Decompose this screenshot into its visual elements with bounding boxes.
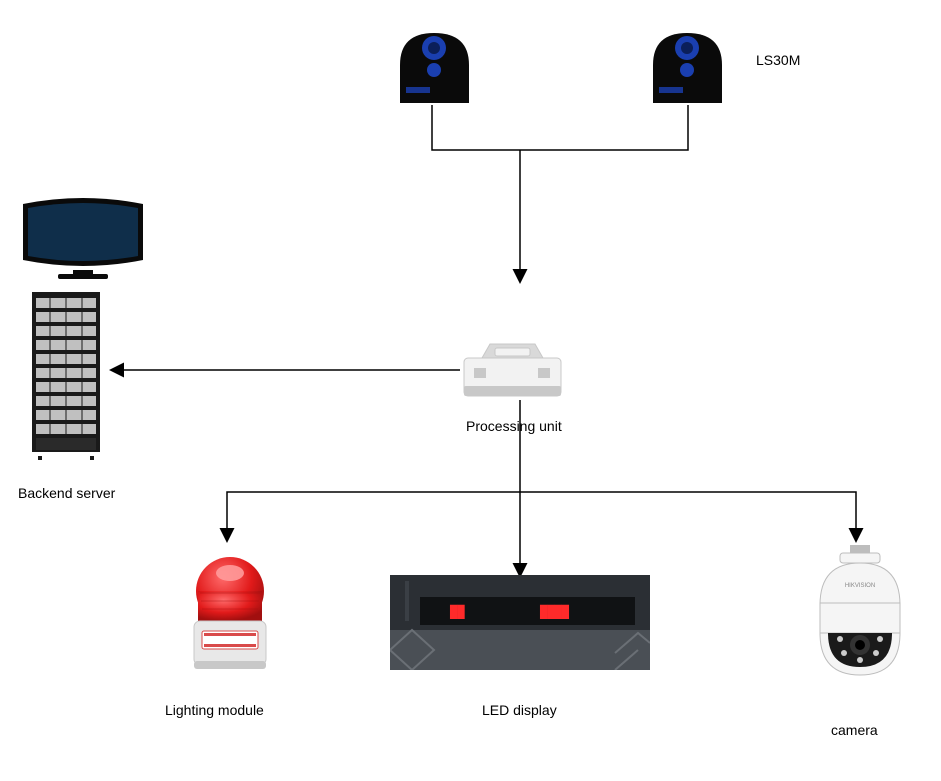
led-display-label: LED display [482, 702, 557, 718]
processing-unit-icon [460, 340, 565, 400]
lighting-module-label: Lighting module [165, 702, 264, 718]
backend-server-label: Backend server [18, 485, 115, 501]
ls30m-sensor-right [645, 25, 730, 105]
svg-text:████: ████ [539, 604, 570, 619]
monitor-icon [18, 192, 148, 282]
camera-label: camera [831, 722, 878, 738]
svg-text:██: ██ [449, 604, 465, 619]
processing-unit-label: Processing unit [466, 418, 562, 434]
led-display-icon: ██ ████ [390, 575, 650, 670]
ls30m-sensor-left [392, 25, 477, 105]
camera-icon: HIKVISION [810, 545, 910, 685]
ls30m-label: LS30M [756, 52, 800, 68]
svg-text:HIKVISION: HIKVISION [845, 583, 875, 589]
lighting-module-icon [180, 543, 280, 678]
server-rack-icon [30, 290, 102, 460]
